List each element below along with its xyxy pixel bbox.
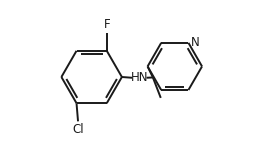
Text: F: F — [104, 18, 110, 31]
Text: N: N — [191, 36, 199, 49]
Text: HN: HN — [131, 71, 148, 84]
Text: Cl: Cl — [72, 123, 84, 136]
